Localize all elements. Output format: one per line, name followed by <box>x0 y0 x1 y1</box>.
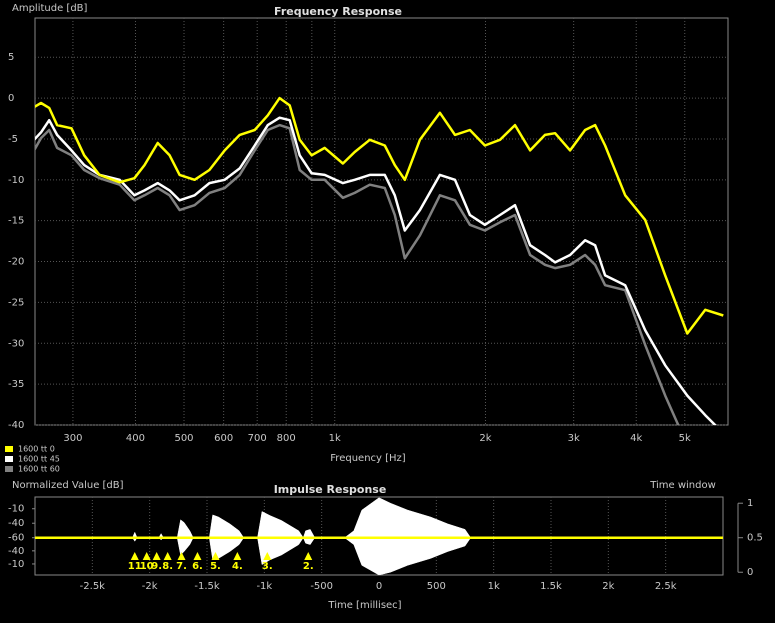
x-tick-label: -500 <box>310 581 333 592</box>
y-tick-label: -5 <box>8 134 18 145</box>
marker-triangle <box>193 552 202 560</box>
legend-label: 1600 tt 0 <box>18 445 55 454</box>
x-tick-label: -2.5k <box>80 581 106 592</box>
x-tick-label: 0 <box>376 581 382 592</box>
marker-triangle <box>211 552 220 560</box>
marker-triangle <box>304 552 313 560</box>
y-tick-label: 0 <box>8 93 14 104</box>
plot-frame <box>34 17 729 426</box>
marker-triangle <box>163 552 172 560</box>
x-axis-label: Time [millisec] <box>327 600 401 611</box>
x-tick-label: 1k <box>329 433 341 444</box>
marker-label: 8. <box>162 561 173 572</box>
series-line <box>35 123 680 425</box>
marker-label: 2. <box>303 561 314 572</box>
x-tick-label: 2k <box>602 581 614 592</box>
y2-tick-label: 0.5 <box>747 533 763 544</box>
x-tick-label: 500 <box>427 581 446 592</box>
marker-triangle <box>177 552 186 560</box>
y-axis-label: Amplitude [dB] <box>12 3 88 14</box>
x-tick-label: 500 <box>174 433 193 444</box>
chart-title: Impulse Response <box>274 483 387 496</box>
marker-label: 10 <box>140 561 154 572</box>
marker-triangle <box>152 552 161 560</box>
x-tick-label: 1.5k <box>540 581 562 592</box>
marker-label: 4. <box>232 561 243 572</box>
x-tick-label: -1.5k <box>194 581 220 592</box>
y-tick-label: -25 <box>8 297 24 308</box>
legend-swatch <box>5 456 13 462</box>
x-tick-label: 700 <box>248 433 267 444</box>
x-tick-label: 800 <box>277 433 296 444</box>
x-tick-label: 4k <box>630 433 642 444</box>
marker-triangle <box>233 552 242 560</box>
x-tick-label: 5k <box>679 433 691 444</box>
marker-label: 3. <box>262 561 273 572</box>
plot-area <box>35 96 724 425</box>
marker-label: 9. <box>151 561 162 572</box>
marker-label: 7. <box>176 561 187 572</box>
y-tick-label: -40 <box>8 420 24 431</box>
x-tick-label: 600 <box>214 433 233 444</box>
y-tick-label: -40 <box>8 546 24 557</box>
marker-label: 5. <box>210 561 221 572</box>
x-tick-label: 2.5k <box>655 581 677 592</box>
marker-label: 11 <box>128 561 142 572</box>
legend-swatch <box>5 446 13 452</box>
y-tick-label: -30 <box>8 338 24 349</box>
y2-axis-label: Time window <box>649 480 716 491</box>
marker-triangle <box>263 552 272 560</box>
y-tick-label: -20 <box>8 257 24 268</box>
series-line <box>35 96 724 335</box>
x-tick-label: 300 <box>63 433 82 444</box>
x-tick-label: 400 <box>126 433 145 444</box>
y-tick-label: 5 <box>8 52 14 63</box>
y-tick-label: -10 <box>8 175 24 186</box>
x-tick-label: 1k <box>488 581 500 592</box>
y-tick-label: -60 <box>8 533 24 544</box>
marker-label: 6. <box>192 561 203 572</box>
x-tick-label: -1k <box>256 581 272 592</box>
y-tick-label: -10 <box>8 559 24 570</box>
y-axis-label: Normalized Value [dB] <box>12 480 124 491</box>
chart-title: Frequency Response <box>274 5 402 18</box>
y-tick-label: -40 <box>8 518 24 529</box>
y-tick-label: -15 <box>8 216 24 227</box>
x-tick-label: 3k <box>568 433 580 444</box>
series-line <box>35 116 717 425</box>
x-axis-label: Frequency [Hz] <box>330 453 406 464</box>
marker-triangle <box>130 552 139 560</box>
x-tick-label: -2k <box>142 581 158 592</box>
y-tick-label: -35 <box>8 379 24 390</box>
legend-label: 1600 tt 45 <box>18 455 60 464</box>
x-tick-label: 2k <box>479 433 491 444</box>
y2-tick-label: 0 <box>747 567 753 578</box>
marker-triangle <box>142 552 151 560</box>
y2-tick-label: 1 <box>747 498 753 509</box>
legend-label: 1600 tt 60 <box>18 465 60 474</box>
legend-swatch <box>5 466 13 472</box>
y-tick-label: -10 <box>8 504 24 515</box>
